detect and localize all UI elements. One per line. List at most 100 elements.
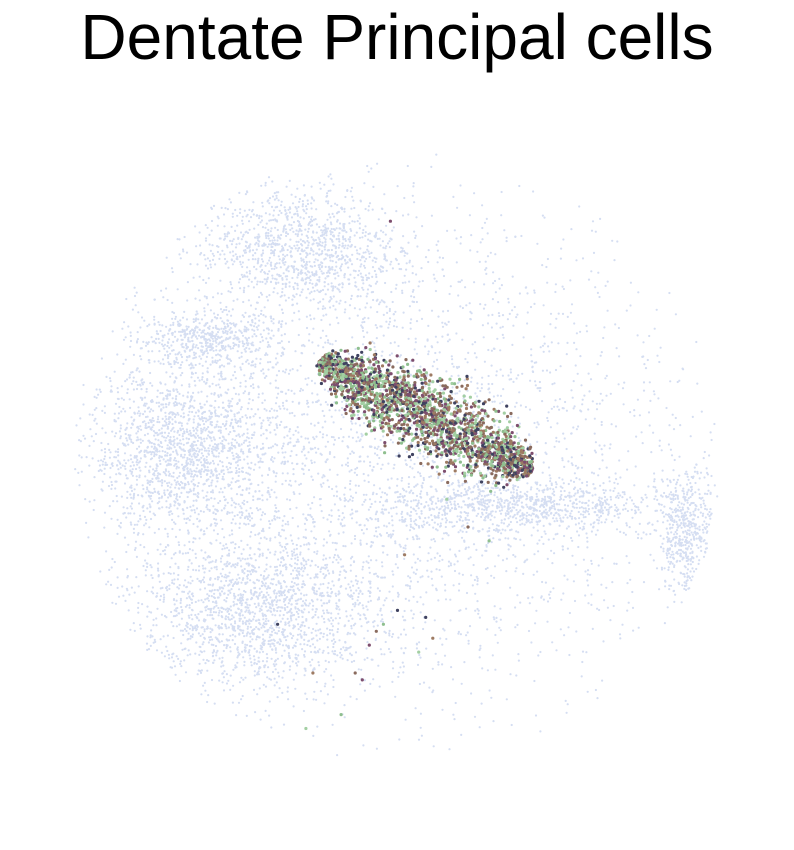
background-cell-point [556,503,559,506]
background-cell-point [362,251,365,254]
background-cell-point [206,597,209,600]
background-cell-point [194,411,198,414]
background-cell-point [339,267,342,270]
background-cell-point [582,516,585,519]
background-cell-point [364,306,367,309]
background-cell-point [306,276,309,279]
background-cell-point [146,635,149,638]
background-cell-point [236,255,239,259]
background-cell-point [149,636,152,639]
background-cell-point [330,205,333,208]
background-cell-point [453,496,456,499]
background-cell-point [279,638,282,641]
background-cell-point [388,246,391,249]
background-cell-point [238,435,241,438]
background-cell-point [223,547,226,550]
background-cell-point [213,702,216,705]
background-cell-point [264,595,267,598]
background-cell-point [261,481,264,484]
background-cell-point [350,207,353,210]
background-cell-point [544,508,547,511]
background-cell-point [172,652,175,655]
background-cell-point [175,599,178,602]
background-cell-point [260,427,263,430]
background-cell-point [220,450,223,453]
background-cell-point [199,402,202,405]
background-cell-point [337,258,340,261]
background-cell-point [493,516,496,519]
background-cell-point [504,514,507,517]
background-cell-point [79,440,82,443]
background-cell-point [576,489,580,492]
background-cell-point [237,281,241,284]
background-cell-point [147,425,150,429]
background-cell-point [352,603,355,606]
background-cell-point [242,432,245,435]
background-cell-point [271,180,274,183]
background-cell-point [243,664,246,667]
background-cell-point [252,495,255,498]
background-cell-point [490,514,493,517]
background-cell-point [344,259,347,262]
background-cell-point [279,535,282,538]
background-cell-point [154,432,157,435]
background-cell-point [278,541,281,544]
background-cell-point [235,714,238,717]
background-cell-point [260,590,263,594]
background-cell-point [298,220,301,223]
background-cell-point [273,565,277,569]
background-cell-point [242,289,245,292]
background-cell-point [312,218,316,221]
background-cell-point [281,483,284,486]
background-cell-point [214,485,218,488]
background-cell-point [208,259,211,262]
background-cell-point [211,589,214,592]
chart-title: Dentate Principal cells [80,1,714,73]
background-cell-point [173,459,176,462]
background-cell-point [139,450,142,453]
background-cell-point [285,278,288,281]
background-cell-point [107,442,110,446]
background-cell-point [203,447,206,450]
background-cell-point [110,385,113,388]
background-cell-point [231,240,234,243]
background-cell-point [126,439,129,442]
background-cell-point [155,463,158,466]
background-cell-point [435,280,438,283]
background-cell-point [208,444,211,447]
background-cell-point [338,616,341,620]
background-cell-point [302,217,305,220]
background-cell-point [241,215,244,218]
background-cell-point [161,391,164,395]
background-cell-point [237,701,241,704]
background-cell-point [222,213,226,216]
background-cell-point [625,522,628,525]
background-cell-point [595,514,599,517]
background-cell-point [369,545,372,548]
background-cell-point [506,499,509,502]
background-cell-point [487,505,490,508]
background-cell-point [341,525,344,528]
background-cell-point [177,515,180,518]
background-cell-point [116,532,119,536]
background-cell-point [332,285,335,288]
background-cell-point [166,482,169,485]
background-cell-point [284,621,287,624]
background-cell-point [159,462,162,466]
background-cell-point [274,569,277,572]
background-cell-point [232,374,235,377]
background-cell-point [231,477,234,480]
background-cell-point [262,640,265,643]
background-cell-point [331,260,334,263]
background-cell-point [235,466,238,470]
background-cell-point [300,224,303,228]
background-cell-point [625,498,629,501]
background-cell-point [155,469,158,472]
background-cell-point [624,507,627,510]
background-cell-point [194,371,197,375]
background-cell-point [323,183,326,186]
background-cell-point [289,454,292,458]
background-cell-point [432,537,435,541]
background-cell-point [230,259,233,262]
background-cell-point [253,265,256,268]
